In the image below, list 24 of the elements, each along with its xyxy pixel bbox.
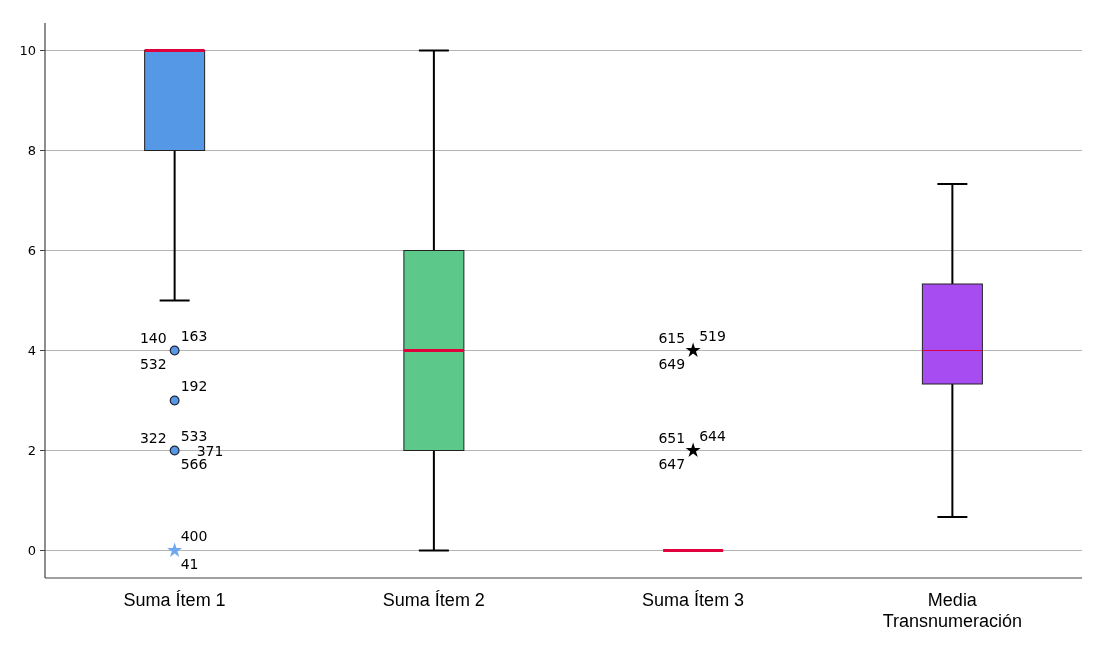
annotation: 400 xyxy=(180,527,208,544)
x-tick-label: Suma Ítem 3 xyxy=(642,590,745,610)
annotation: 163 xyxy=(180,327,208,344)
annotation: 41 xyxy=(180,555,199,572)
x-tick-label: Suma Ítem 2 xyxy=(382,590,485,610)
x-tick-label: Suma Ítem 1 xyxy=(123,590,226,610)
y-tick-label: 0 xyxy=(27,543,36,559)
annotation: 644 xyxy=(699,427,726,444)
annotation: 651 xyxy=(658,429,686,446)
annotation: 649 xyxy=(658,355,686,372)
x-tick-label: Media Transnumeración xyxy=(882,590,1023,631)
annotation: 533 xyxy=(180,427,208,444)
annotation: 140 xyxy=(139,329,167,346)
annotation: 519 xyxy=(699,327,726,344)
annotation: 322 xyxy=(139,429,167,446)
annotation: 532 xyxy=(139,355,167,372)
annotation: 192 xyxy=(180,377,208,394)
y-tick-label: 8 xyxy=(27,143,36,159)
y-tick-label: 2 xyxy=(27,443,36,459)
y-tick-label: 6 xyxy=(27,243,36,259)
y-tick-label: 4 xyxy=(27,343,36,359)
annotation: 615 xyxy=(658,329,686,346)
y-tick-label: 10 xyxy=(19,43,36,59)
annotation: 647 xyxy=(658,455,686,472)
